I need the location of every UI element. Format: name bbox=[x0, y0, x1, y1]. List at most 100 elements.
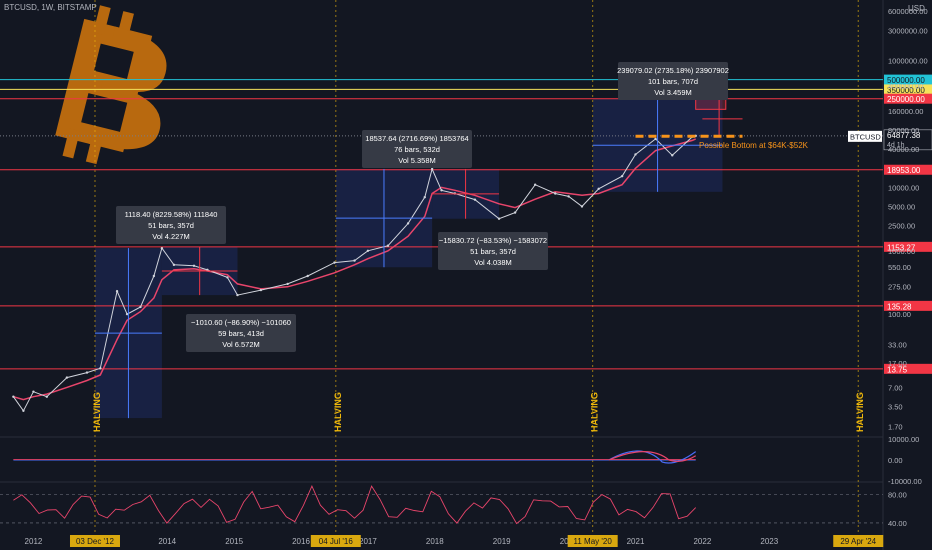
rsi-tick-1: 40.00 bbox=[888, 519, 907, 528]
time-label-9: 2023 bbox=[760, 537, 778, 546]
level-tag-1 bbox=[884, 84, 932, 95]
price-tick-3: 400000.00 bbox=[888, 82, 923, 91]
time-highlight-3: 11 May '20 bbox=[574, 537, 613, 546]
level-tag-3 bbox=[884, 164, 932, 175]
level-label-1: 350000.00 bbox=[887, 86, 925, 95]
price-tick-5: 80000.00 bbox=[888, 126, 919, 135]
tooltip-down-1-line2: 51 bars, 357d bbox=[470, 247, 516, 256]
level-label-2: 250000.00 bbox=[887, 95, 925, 104]
bitcoin-logo-icon bbox=[55, 5, 167, 165]
price-point-5 bbox=[85, 371, 89, 374]
rsi-tick-0: 80.00 bbox=[888, 491, 907, 500]
tooltip-up-2-bg bbox=[618, 62, 728, 100]
time-highlight-bg-1 bbox=[310, 535, 361, 547]
price-point-29 bbox=[473, 198, 477, 201]
price-tick-13: 100.00 bbox=[888, 310, 911, 319]
tooltip-up-1-line1: 18537.64 (2716.69%) 1853764 bbox=[365, 134, 468, 143]
time-highlight-0: 03 Dec '12 bbox=[76, 537, 115, 546]
price-point-24 bbox=[406, 222, 410, 225]
price-tick-10: 1000.00 bbox=[888, 247, 915, 256]
price-tick-6: 40000.00 bbox=[888, 145, 919, 154]
level-label-5: 135.28 bbox=[887, 302, 912, 311]
tooltip-up-1-bg bbox=[362, 130, 472, 168]
price-tick-12: 275.00 bbox=[888, 282, 911, 291]
price-tick-17: 3.50 bbox=[888, 403, 903, 412]
price-point-16 bbox=[236, 293, 239, 297]
time-label-7: 2021 bbox=[627, 537, 645, 546]
time-highlight-bg-4 bbox=[833, 535, 884, 547]
last-symbol-label: BTCUSD bbox=[850, 132, 881, 141]
symbol-title: BTCUSD, 1W, BITSTAMP bbox=[4, 3, 97, 12]
price-point-37 bbox=[620, 174, 624, 178]
level-label-0: 500000.00 bbox=[887, 76, 925, 85]
price-point-4 bbox=[65, 376, 69, 379]
price-tick-9: 2500.00 bbox=[888, 222, 915, 231]
price-tick-4: 160000.00 bbox=[888, 107, 923, 116]
price-point-25 bbox=[423, 195, 426, 199]
price-tick-16: 7.00 bbox=[888, 383, 903, 392]
price-point-34 bbox=[567, 195, 570, 198]
price-point-20 bbox=[333, 261, 336, 264]
price-point-15 bbox=[226, 276, 229, 279]
tooltip-up-2-line3: Vol 3.459M bbox=[654, 88, 692, 97]
tooltip-up-2-line2: 101 bars, 707d bbox=[648, 77, 698, 86]
tooltip-down-0-line2: 59 bars, 413d bbox=[218, 329, 264, 338]
last-symbol-tag bbox=[848, 130, 882, 142]
target-arrow bbox=[702, 98, 743, 137]
tooltip-up-0-line1: 1118.40 (8229.58%) 111840 bbox=[125, 210, 218, 219]
level-label-6: 13.75 bbox=[887, 365, 908, 374]
bottom-annotation: Possible Bottom at $64K-$52K bbox=[699, 141, 809, 150]
price-point-7 bbox=[115, 290, 119, 293]
price-point-39 bbox=[654, 137, 657, 141]
price-point-18 bbox=[286, 282, 289, 286]
tooltip-down-1-bg bbox=[438, 232, 548, 270]
price-point-9 bbox=[139, 305, 142, 309]
tooltip-down-0-line1: −1010.60 (−86.90%) −101060 bbox=[191, 318, 291, 327]
time-highlight-bg-3 bbox=[567, 535, 618, 547]
level-tag-4 bbox=[884, 241, 932, 252]
tooltip-up-0-line2: 51 bars, 357d bbox=[148, 221, 194, 230]
measure-arrows: Possible Bottom at $64K-$52K bbox=[94, 98, 809, 419]
price-tick-2: 1000000.00 bbox=[888, 57, 928, 66]
price-tick-14: 33.00 bbox=[888, 341, 907, 350]
halving-label-3: HALVING bbox=[855, 392, 865, 432]
halving-label-1: HALVING bbox=[333, 392, 343, 432]
time-label-2: 2015 bbox=[225, 537, 243, 546]
price-point-10 bbox=[152, 274, 156, 278]
rsi-line bbox=[13, 484, 697, 525]
price-point-23 bbox=[386, 244, 390, 247]
price-point-38 bbox=[634, 153, 637, 156]
price-point-19 bbox=[306, 274, 309, 278]
level-label-3: 18953.00 bbox=[887, 166, 921, 175]
price-point-40 bbox=[671, 154, 674, 157]
price-tick-18: 1.70 bbox=[888, 422, 903, 431]
level-tag-5 bbox=[884, 300, 932, 311]
price-point-21 bbox=[353, 259, 356, 262]
time-label-4: 2017 bbox=[359, 537, 377, 546]
price-tick-0: 6000000.00 bbox=[888, 7, 928, 16]
macd-tick-0: 10000.00 bbox=[888, 435, 919, 444]
price-point-22 bbox=[366, 249, 370, 252]
macd-wave bbox=[608, 450, 697, 464]
tooltip-down-0-bg bbox=[186, 314, 296, 352]
price-point-13 bbox=[192, 264, 196, 267]
level-label-4: 1153.27 bbox=[887, 243, 916, 252]
halving-label-0: HALVING bbox=[92, 392, 102, 432]
level-tag-6 bbox=[884, 363, 932, 374]
tooltip-up-0-bg bbox=[116, 206, 226, 244]
measure-tooltips: 1118.40 (8229.58%) 111840 51 bars, 357d Vo… bbox=[116, 62, 729, 352]
tooltip-up-1-line3: Vol 5.358M bbox=[398, 156, 436, 165]
price-point-32 bbox=[533, 183, 537, 186]
indicator-panes: 10000.00 0.00 -10000.00 80.00 40.00 bbox=[0, 435, 922, 528]
price-series bbox=[12, 134, 697, 412]
price-tick-8: 5000.00 bbox=[888, 202, 915, 211]
tooltip-up-2-line1: 239079.02 (2735.18%) 23907902 bbox=[617, 66, 729, 75]
price-point-1 bbox=[22, 409, 25, 412]
level-tag-2 bbox=[884, 93, 932, 104]
moving-average-line bbox=[13, 138, 697, 401]
price-point-31 bbox=[513, 211, 517, 214]
time-highlight-1: 04 Jul '16 bbox=[319, 537, 354, 546]
time-highlight-bg-0 bbox=[69, 535, 120, 547]
